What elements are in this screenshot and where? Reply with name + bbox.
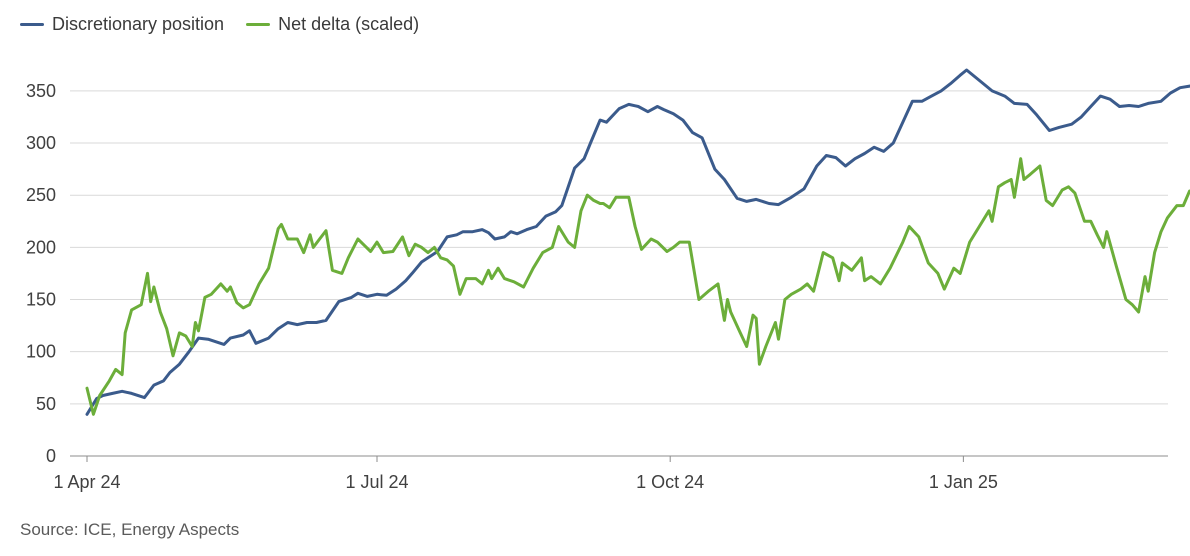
y-tick-label: 50 (36, 394, 56, 414)
legend-label-net-delta: Net delta (scaled) (278, 14, 420, 34)
legend-swatch-net-delta (246, 23, 271, 26)
x-tick-label: 1 Oct 24 (636, 472, 704, 492)
legend-item-net-delta: Net delta (scaled) (246, 14, 419, 35)
legend-item-discretionary: Discretionary position (20, 14, 224, 35)
y-tick-label: 250 (26, 185, 56, 205)
x-tick-label: 1 Jul 24 (345, 472, 408, 492)
chart-legend: Discretionary position Net delta (scaled… (20, 14, 419, 35)
y-tick-label: 150 (26, 290, 56, 310)
x-tick-label: 1 Apr 24 (53, 472, 120, 492)
series-lines (85, 68, 1190, 416)
y-axis: 0 50 100 150 200 250 300 350 (26, 81, 56, 466)
y-tick-label: 350 (26, 81, 56, 101)
series-line-net-delta (85, 157, 1190, 416)
gridlines (70, 90, 1168, 457)
series-line-discretionary-position (85, 68, 1190, 416)
y-tick-label: 0 (46, 446, 56, 466)
x-axis: 1 Apr 24 1 Jul 24 1 Oct 24 1 Jan 25 (53, 456, 998, 492)
legend-swatch-discretionary (20, 23, 44, 26)
source-note: Source: ICE, Energy Aspects (20, 520, 240, 539)
y-tick-label: 100 (26, 342, 56, 362)
legend-label-discretionary: Discretionary position (52, 14, 225, 34)
x-tick-label: 1 Jan 25 (929, 472, 998, 492)
y-tick-label: 200 (26, 237, 56, 257)
y-tick-label: 300 (26, 133, 56, 153)
